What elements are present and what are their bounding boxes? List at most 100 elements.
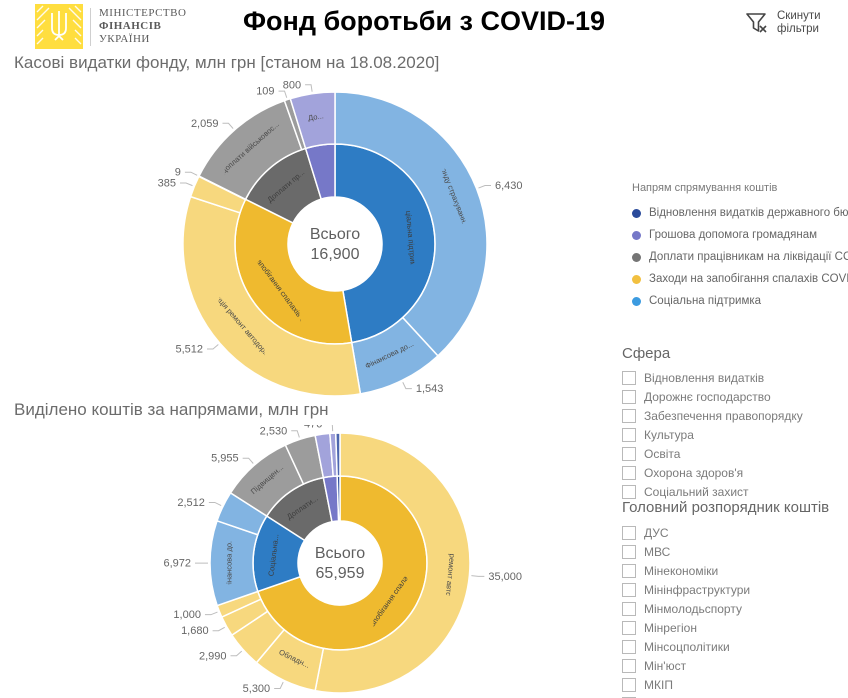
ministry-logo-icon <box>35 4 83 49</box>
manager-option-3[interactable]: Мінінфраструктури <box>622 580 750 599</box>
value-callout: 109 <box>256 86 274 98</box>
legend-label: Соціальна підтримка <box>649 295 762 307</box>
sphere-option-0[interactable]: Відновлення видатків <box>622 368 803 387</box>
legend-dot <box>632 208 641 218</box>
checkbox[interactable] <box>622 427 636 442</box>
sphere-option-6[interactable]: Соціальний захист <box>622 482 803 501</box>
checkbox[interactable] <box>622 696 636 698</box>
checkbox-label: Мінекономіки <box>644 563 719 578</box>
chart-legend: Відновлення видатків державного бюджету Г… <box>632 202 848 312</box>
funnel-clear-icon <box>746 13 767 33</box>
reset-filters-label: Скинути фільтри <box>777 10 821 35</box>
value-callout: 1,000 <box>173 609 201 621</box>
manager-option-1[interactable]: МВС <box>622 542 750 561</box>
value-callout: 2,512 <box>177 497 205 509</box>
sphere-option-2[interactable]: Забезпечення правопорядку <box>622 406 803 425</box>
legend-item-3[interactable]: Заходи на запобігання спалахів COVID-19 <box>632 268 848 290</box>
ministry-line-1: МІНІСТЕРСТВО <box>99 7 187 19</box>
manager-option-0[interactable]: ДУС <box>622 523 750 542</box>
slice-label: До... <box>308 111 325 122</box>
checkbox[interactable] <box>622 446 636 461</box>
value-callout: 2,530 <box>260 425 288 437</box>
manager-option-6[interactable]: Мінсоцполітики <box>622 637 750 656</box>
legend-dot <box>632 274 641 284</box>
manager-option-4[interactable]: Мінмолодьспорту <box>622 599 750 618</box>
value-callout: 1,543 <box>416 383 444 395</box>
chart-title-allocated: Виділено коштів за напрямами, млн грн <box>14 400 329 419</box>
outer-slice-3-0[interactable] <box>289 91 336 150</box>
checkbox[interactable] <box>622 408 636 423</box>
sunburst-allocated[interactable]: Заходи на запобігання спалахів COVID-19Б… <box>55 425 625 698</box>
checkbox-label: Охорона здоров'я <box>644 465 744 480</box>
checkbox-label: Освіта <box>644 446 681 461</box>
legend-item-1[interactable]: Грошова допомога громадянам <box>632 224 848 246</box>
center-total-value: 65,959 <box>316 565 365 582</box>
checkbox-label: Дорожнє господарство <box>644 389 771 404</box>
checkbox[interactable] <box>622 389 636 404</box>
sphere-option-4[interactable]: Освіта <box>622 444 803 463</box>
ministry-line-2: ФІНАНСІВ <box>99 20 162 32</box>
checkbox[interactable] <box>622 525 636 540</box>
checkbox-label: Забезпечення правопорядку <box>644 408 803 423</box>
checkbox[interactable] <box>622 582 636 597</box>
checkbox[interactable] <box>622 658 636 673</box>
sphere-option-3[interactable]: Культура <box>622 425 803 444</box>
sphere-option-1[interactable]: Дорожнє господарство <box>622 387 803 406</box>
manager-option-8[interactable]: МКІП <box>622 675 750 694</box>
center-total-caption: Всього <box>310 226 360 243</box>
outer-slice-1-0[interactable] <box>182 195 362 397</box>
legend-item-0[interactable]: Відновлення видатків державного бюджету <box>632 202 848 224</box>
checkbox-label: МКІП <box>644 677 673 692</box>
manager-option-9[interactable]: МОЗ <box>622 694 750 698</box>
filter-list-sphere: Відновлення видатків Дорожнє господарство… <box>622 368 803 501</box>
outer-slice-0-0[interactable] <box>334 91 488 357</box>
chart-title-cash-expenses: Касові видатки фонду, млн грн [станом на… <box>14 53 440 72</box>
ministry-line-3: УКРАЇНИ <box>99 33 150 45</box>
value-callout: 35,000 <box>488 571 522 583</box>
logo-divider <box>90 8 91 46</box>
checkbox-label: Мін'юст <box>644 658 687 673</box>
value-callout: 476 <box>304 425 322 431</box>
legend-item-4[interactable]: Соціальна підтримка <box>632 290 848 312</box>
checkbox[interactable] <box>622 465 636 480</box>
value-callout: 6,430 <box>495 180 523 192</box>
checkbox[interactable] <box>622 370 636 385</box>
manager-option-2[interactable]: Мінекономіки <box>622 561 750 580</box>
slice-label: Фінансова до... <box>224 537 233 590</box>
outer-slice-0-0[interactable] <box>314 432 471 694</box>
center-total-value: 16,900 <box>311 246 360 263</box>
checkbox[interactable] <box>622 484 636 499</box>
manager-option-5[interactable]: Мінрегіон <box>622 618 750 637</box>
reset-filters-button[interactable]: Скинути фільтри <box>744 10 829 36</box>
page-title: Фонд боротьби з COVID-19 <box>242 6 606 36</box>
legend-label: Заходи на запобігання спалахів COVID-19 <box>649 273 848 285</box>
outer-slice-1-0[interactable] <box>209 519 259 607</box>
checkbox-label: Культура <box>644 427 694 442</box>
value-callout: 5,300 <box>243 683 271 695</box>
value-callout: 5,512 <box>175 344 203 356</box>
checkbox-label: ДУС <box>644 525 669 540</box>
value-callout: 5,955 <box>211 453 239 465</box>
checkbox-label: Мінмолодьспорту <box>644 601 742 616</box>
center-total-caption: Всього <box>315 545 365 562</box>
checkbox[interactable] <box>622 677 636 692</box>
value-callout: 9 <box>175 167 181 179</box>
legend-label: Доплати працівникам на ліквідації COVID-… <box>649 251 848 263</box>
outer-slice-4-0[interactable] <box>334 432 341 477</box>
checkbox[interactable] <box>622 563 636 578</box>
checkbox[interactable] <box>622 620 636 635</box>
checkbox[interactable] <box>622 639 636 654</box>
checkbox[interactable] <box>622 601 636 616</box>
checkbox-label: Соціальний захист <box>644 484 749 499</box>
manager-option-7[interactable]: Мін'юст <box>622 656 750 675</box>
checkbox-label: Відновлення видатків <box>644 370 765 385</box>
value-callout: 1,680 <box>181 625 209 637</box>
checkbox[interactable] <box>622 544 636 559</box>
legend-item-2[interactable]: Доплати працівникам на ліквідації COVID-… <box>632 246 848 268</box>
legend-title: Напрям спрямування коштів <box>632 182 778 194</box>
filter-title-manager: Головний розпорядник коштів <box>622 499 830 516</box>
sphere-option-5[interactable]: Охорона здоров'я <box>622 463 803 482</box>
value-callout: 2,059 <box>191 118 219 130</box>
